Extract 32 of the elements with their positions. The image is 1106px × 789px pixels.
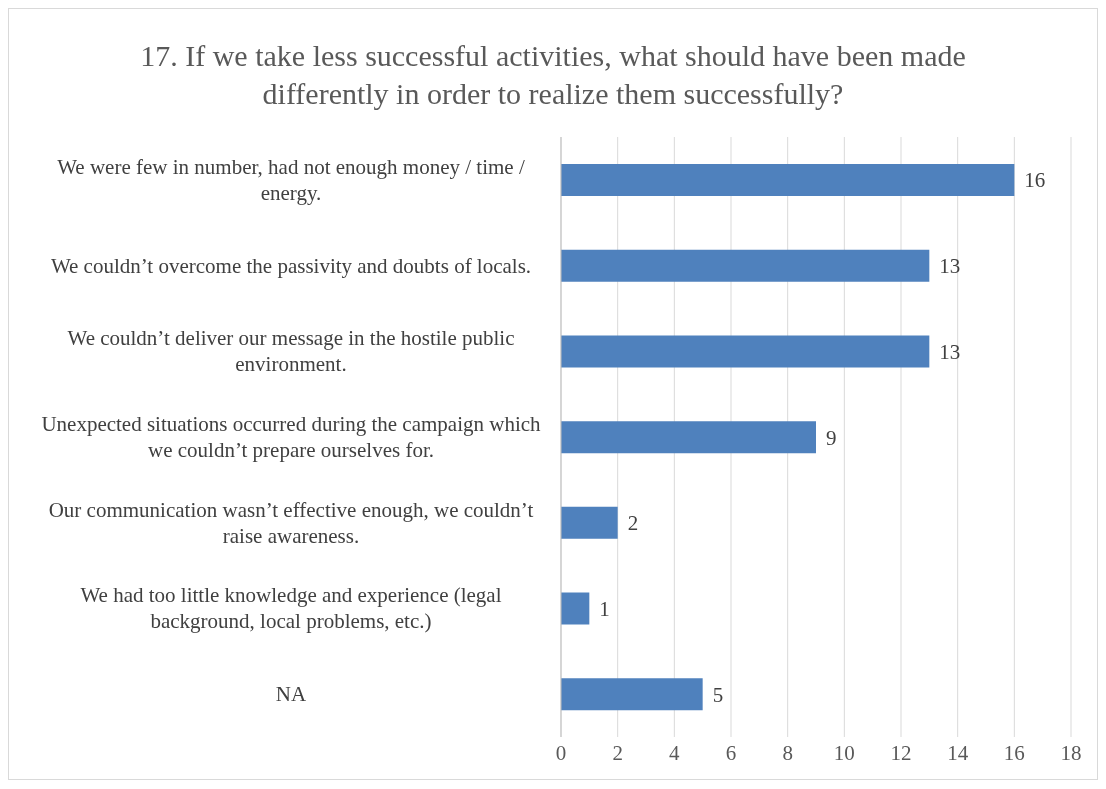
- x-tick-label: 6: [725, 740, 737, 765]
- bar: [561, 678, 703, 711]
- y-tick-label: Unexpected situations occurred during the campaign which we couldn’t prepare ourselves for.: [41, 412, 542, 462]
- bar: [561, 506, 618, 539]
- y-tick-label: NA: [275, 682, 307, 707]
- bar: [561, 249, 930, 282]
- x-tick-label: 0: [555, 740, 567, 765]
- y-tick-label: Our communication wasn’t effective enough, we couldn’t raise awareness.: [48, 497, 534, 548]
- chart-title: 17. If we take less successful activities, what should have been made differently in order to realize them successfully?: [139, 38, 967, 112]
- y-tick-label: We couldn’t deliver our message in the hostile public environment.: [67, 326, 515, 377]
- x-tick-label: 10: [833, 740, 855, 765]
- bar: [561, 335, 930, 368]
- y-tick-label: We were few in number, had not enough money / time / energy.: [57, 154, 525, 205]
- data-label: 13: [939, 254, 961, 279]
- data-label: 5: [712, 682, 724, 707]
- data-label: 1: [599, 597, 610, 622]
- x-tick-label: 8: [782, 740, 793, 765]
- x-tick-label: 18: [1060, 740, 1082, 765]
- x-tick-label: 12: [890, 740, 912, 765]
- x-tick-label: 4: [669, 740, 681, 765]
- bar: [561, 164, 1015, 196]
- data-label: 16: [1024, 168, 1046, 193]
- data-label: 9: [826, 425, 837, 450]
- data-label: 13: [939, 339, 961, 364]
- x-tick-label: 2: [612, 740, 623, 765]
- bar: [561, 592, 590, 625]
- x-tick-label: 16: [1003, 740, 1025, 765]
- data-label: 2: [627, 511, 639, 536]
- x-tick-label: 14: [947, 740, 969, 765]
- bar: [561, 421, 816, 454]
- y-tick-label: We had too little knowledge and experience (legal background, local problems, etc.): [80, 583, 502, 634]
- y-tick-label: We couldn’t overcome the passivity and doubts of locals.: [50, 253, 532, 278]
